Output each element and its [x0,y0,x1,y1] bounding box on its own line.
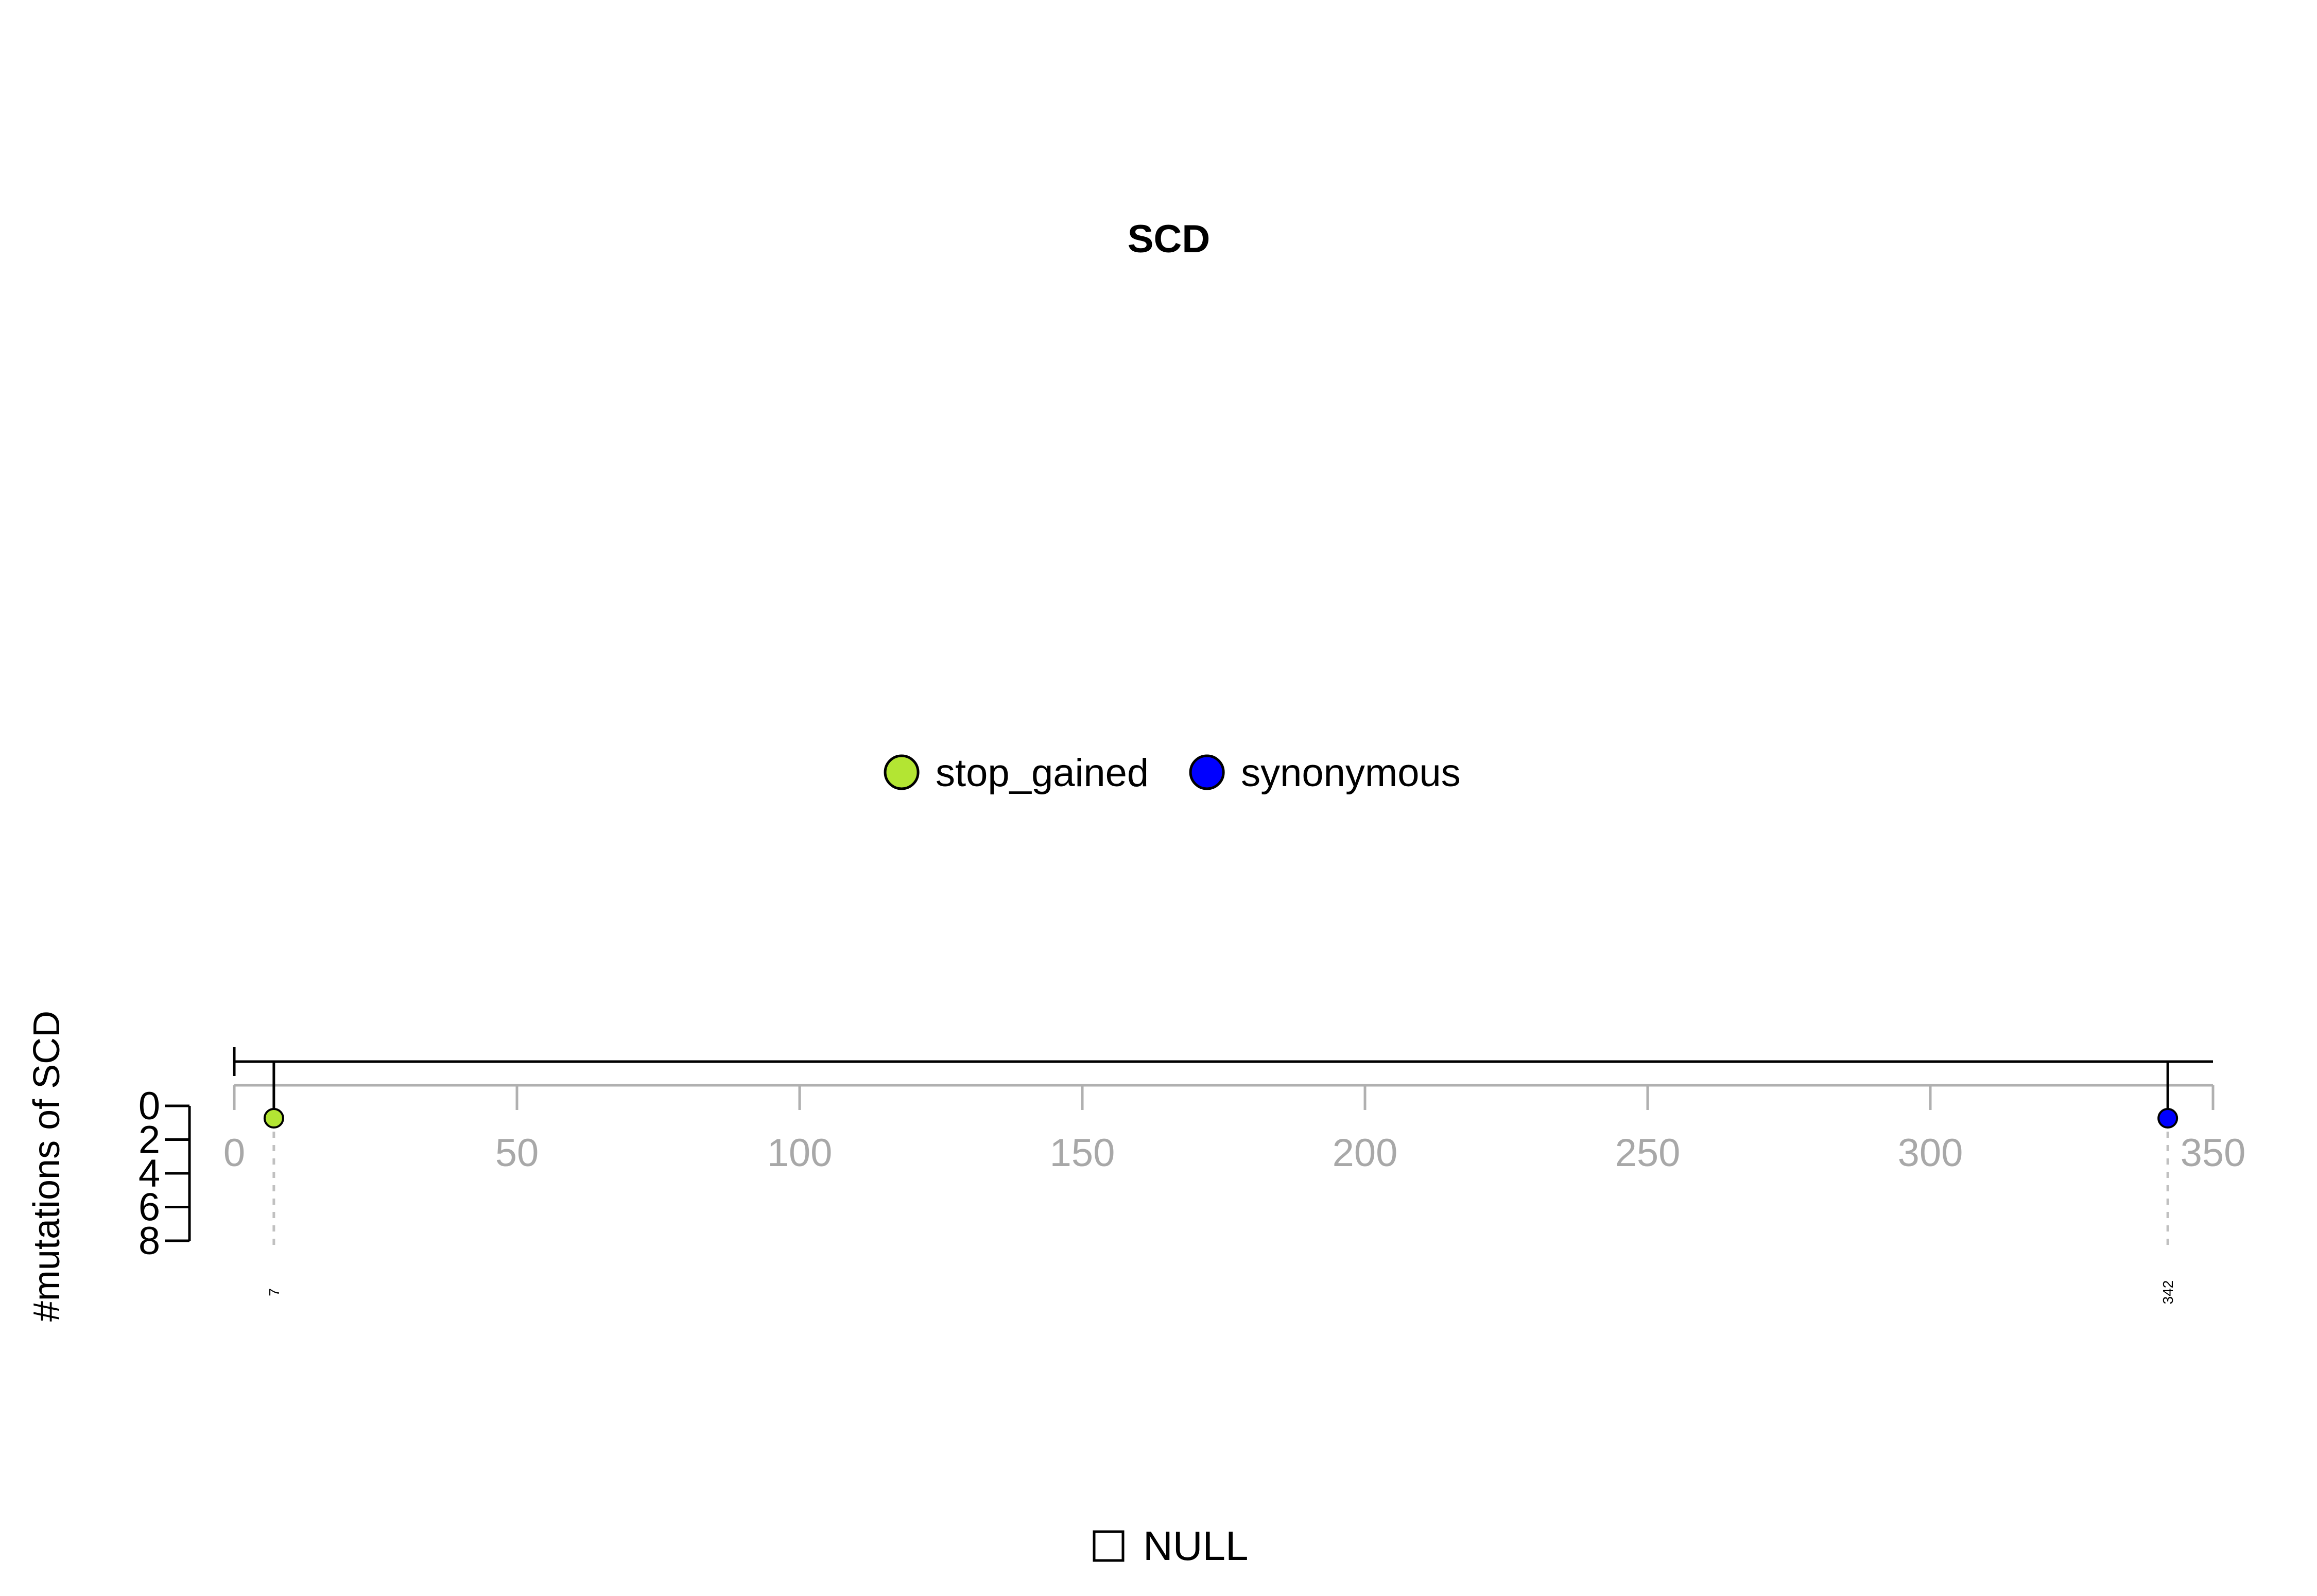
y-axis-label: #mutations of SCD [26,1011,67,1322]
y-tick-label: 2 [139,1118,160,1162]
x-tick-label: 200 [1333,1131,1398,1175]
y-tick-label: 6 [139,1186,160,1229]
y-tick-label: 4 [139,1152,160,1195]
mutation-type-legend: stop_gained synonymous [884,751,1461,795]
x-tick-label: 150 [1050,1131,1115,1175]
mutation-point [2157,1108,2178,1129]
legend-label: stop_gained [936,751,1149,795]
x-tick-label: 250 [1615,1131,1681,1175]
chart-title: SCD [1128,217,1210,261]
x-tick-label: 100 [767,1131,833,1175]
mutation-position-label: 7 [266,1288,282,1296]
x-tick-label: 50 [495,1131,539,1175]
domain-legend: NULL [1093,1523,1249,1569]
x-tick-label: 350 [2181,1131,2246,1175]
domain-legend-box [1093,1530,1125,1562]
protein-backbone [233,1047,2213,1076]
legend-label: synonymous [1241,751,1461,795]
x-axis: 0 50 100 150 200 250 300 350 [223,1084,2246,1175]
legend-marker [1189,754,1225,790]
y-tick-label: 0 [139,1084,160,1128]
mutation-point [263,1108,284,1129]
mutation-lollipops: 7 342 [263,1062,2178,1305]
x-tick-label: 0 [223,1131,245,1175]
legend-marker [884,754,920,790]
x-tick-label: 300 [1898,1131,1963,1175]
y-tick-label: 8 [139,1219,160,1263]
domain-legend-label: NULL [1143,1523,1249,1569]
mutation-position-label: 342 [2160,1280,2176,1305]
